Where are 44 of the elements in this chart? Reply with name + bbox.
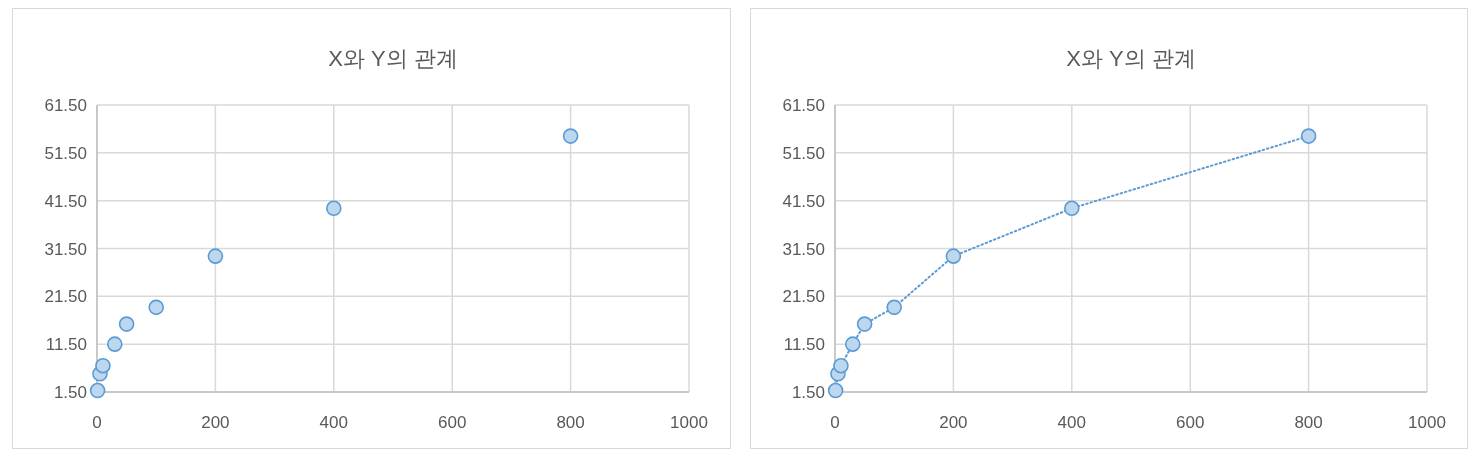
y-tick-label: 1.50 [53,383,87,402]
x-tick-label: 1000 [1408,413,1446,432]
x-tick-label: 0 [830,413,840,432]
y-tick-label: 21.50 [44,287,87,307]
x-tick-label: 800 [556,413,585,432]
point [1064,200,1080,217]
point [827,382,844,399]
point [118,316,135,332]
y-tick-label: 41.50 [44,191,87,211]
x-tick-label: 0 [92,413,102,432]
point [856,316,873,332]
y-tick-label: 41.50 [782,191,825,211]
chart-title: X와 Y의 관계 [1066,46,1196,71]
y-tick-label: 1.50 [791,383,825,402]
point [95,357,111,374]
point [207,248,224,264]
y-tick-label: 11.50 [45,335,87,355]
point [844,336,861,352]
chart-title: X와 Y의 관계 [328,46,458,71]
y-tick-label: 31.50 [782,239,825,259]
point [886,299,902,316]
x-tick-label: 1000 [670,413,708,432]
x-tick-label: 200 [201,413,230,432]
x-tick-label: 400 [1057,413,1086,432]
y-tick-label: 61.50 [782,96,825,115]
x-tick-label: 600 [438,413,467,432]
x-tick-label: 800 [1294,413,1323,432]
y-tick-label: 21.50 [782,287,825,307]
x-tick-label: 600 [1176,413,1205,432]
point [148,299,164,316]
point [562,128,579,144]
point [945,248,962,264]
y-tick-label: 51.50 [44,143,87,163]
y-tick-label: 51.50 [782,143,825,163]
point [326,200,342,217]
x-tick-label: 400 [319,413,348,432]
point [833,357,849,374]
y-tick-label: 61.50 [44,96,87,115]
x-tick-label: 200 [939,413,968,432]
y-tick-label: 11.50 [783,335,825,355]
point [89,382,106,399]
point [1300,128,1317,144]
y-tick-label: 31.50 [44,239,87,259]
point [106,336,123,352]
